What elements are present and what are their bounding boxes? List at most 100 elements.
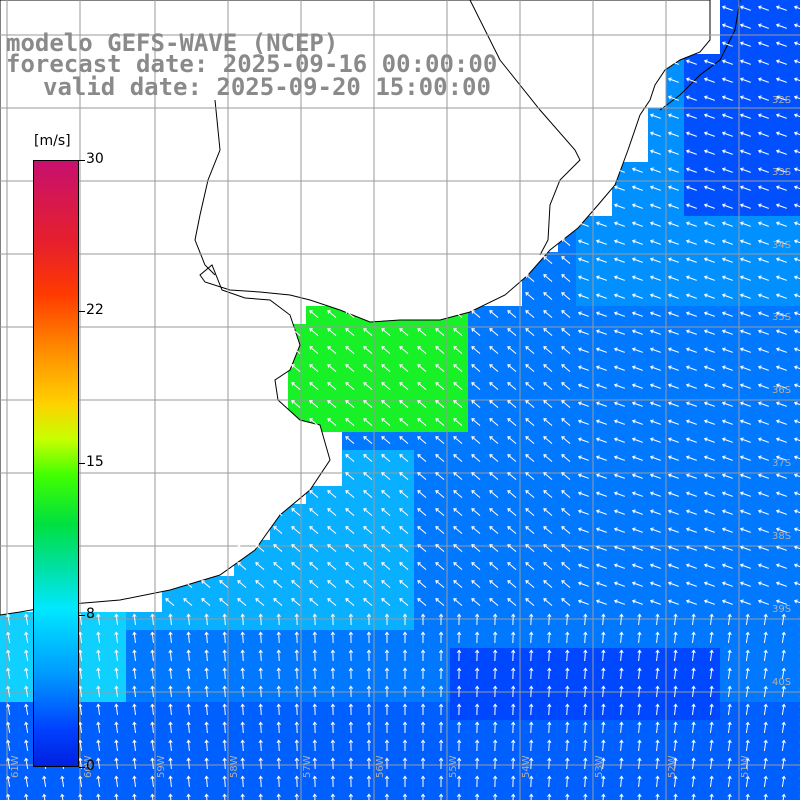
- wind-arrow: [601, 739, 606, 752]
- wind-arrow: [745, 667, 750, 680]
- wind-arrow: [132, 721, 137, 734]
- wind-arrow: [739, 203, 751, 209]
- wind-arrow: [775, 455, 787, 461]
- wind-arrow: [150, 775, 155, 788]
- wind-arrow: [420, 775, 426, 788]
- wind-arrow: [327, 598, 337, 606]
- wind-arrow: [327, 328, 337, 336]
- wind-arrow: [330, 631, 336, 644]
- wind-arrow: [276, 703, 281, 716]
- wind-arrow: [577, 401, 589, 407]
- wind-arrow: [565, 757, 570, 770]
- wind-arrow: [561, 220, 571, 228]
- wind-arrow: [435, 400, 445, 408]
- speed-cell: [792, 684, 800, 702]
- wind-arrow: [114, 685, 119, 698]
- wind-arrow: [493, 631, 498, 644]
- wind-arrow: [402, 721, 408, 734]
- wind-arrow: [757, 365, 769, 371]
- wind-arrow: [577, 347, 589, 353]
- wind-arrow: [691, 631, 696, 644]
- wind-arrow: [6, 631, 11, 644]
- wind-arrow: [327, 382, 337, 390]
- model-title: modelo GEFS-WAVE (NCEP): [6, 29, 339, 57]
- wind-arrow: [363, 364, 373, 372]
- wind-arrow: [649, 455, 661, 461]
- wind-arrow: [757, 347, 769, 353]
- wind-arrow: [781, 667, 786, 680]
- wind-arrow: [631, 167, 643, 173]
- wind-arrow: [703, 221, 715, 227]
- longitude-label: 56W: [375, 755, 386, 778]
- wind-arrow: [453, 598, 463, 606]
- wind-arrow: [577, 365, 589, 371]
- wind-arrow: [703, 599, 715, 605]
- wind-arrow: [420, 703, 426, 716]
- wind-arrow: [703, 131, 715, 137]
- wind-arrow: [291, 418, 301, 426]
- wind-arrow: [240, 721, 245, 734]
- wind-arrow: [685, 275, 697, 281]
- wind-arrow: [673, 721, 678, 734]
- wind-arrow: [775, 41, 787, 47]
- wind-arrow: [543, 544, 553, 552]
- wind-arrow: [721, 23, 733, 29]
- wind-arrow: [330, 613, 336, 626]
- wind-arrow: [613, 509, 625, 515]
- wind-arrow: [655, 631, 660, 644]
- wind-arrow: [529, 667, 534, 680]
- speed-cell: [792, 774, 800, 792]
- wind-arrow: [294, 775, 299, 788]
- speed-cell: [792, 702, 800, 720]
- wind-arrow: [595, 545, 607, 551]
- wind-arrow: [309, 364, 319, 372]
- wind-arrow: [649, 329, 661, 335]
- wind-arrow: [757, 437, 769, 443]
- wind-arrow: [511, 649, 516, 662]
- wind-arrow: [595, 293, 607, 299]
- wind-arrow: [667, 491, 679, 497]
- wind-arrow: [649, 239, 661, 245]
- wind-arrow: [183, 598, 193, 606]
- wind-arrow: [775, 149, 787, 155]
- wind-arrow: [781, 757, 786, 770]
- wind-arrow: [637, 631, 642, 644]
- wind-arrow: [493, 739, 498, 752]
- wind-arrow: [471, 472, 481, 480]
- wind-arrow: [399, 472, 409, 480]
- wind-arrow: [775, 293, 787, 299]
- colorbar-legend: [33, 160, 79, 767]
- wind-arrow: [276, 685, 281, 698]
- wind-arrow: [561, 364, 571, 372]
- wind-arrow: [471, 364, 481, 372]
- wind-arrow: [222, 667, 227, 680]
- wind-arrow: [561, 436, 571, 444]
- wind-arrow: [96, 703, 101, 716]
- wind-arrow: [474, 739, 480, 752]
- wind-arrow: [453, 310, 463, 318]
- wind-arrow: [525, 400, 535, 408]
- wind-arrow: [561, 418, 571, 426]
- wind-arrow: [757, 77, 769, 83]
- wind-arrow: [237, 580, 247, 588]
- wind-arrow: [655, 613, 660, 626]
- wind-arrow: [474, 667, 480, 680]
- wind-arrow: [507, 418, 517, 426]
- wind-arrow: [601, 631, 606, 644]
- wind-arrow: [691, 703, 696, 716]
- wind-arrow: [757, 581, 769, 587]
- wind-arrow: [165, 580, 175, 588]
- wind-arrow: [402, 775, 408, 788]
- longitude-label: 61W: [10, 755, 21, 778]
- wind-arrow: [381, 400, 391, 408]
- wind-arrow: [453, 490, 463, 498]
- wind-arrow: [312, 667, 317, 680]
- wind-arrow: [327, 508, 337, 516]
- wind-arrow: [168, 613, 173, 626]
- wind-arrow: [775, 545, 787, 551]
- wind-arrow: [543, 274, 553, 282]
- wind-arrow: [276, 631, 281, 644]
- wind-arrow: [547, 631, 552, 644]
- wind-arrow: [366, 703, 372, 716]
- wind-arrow: [6, 649, 11, 662]
